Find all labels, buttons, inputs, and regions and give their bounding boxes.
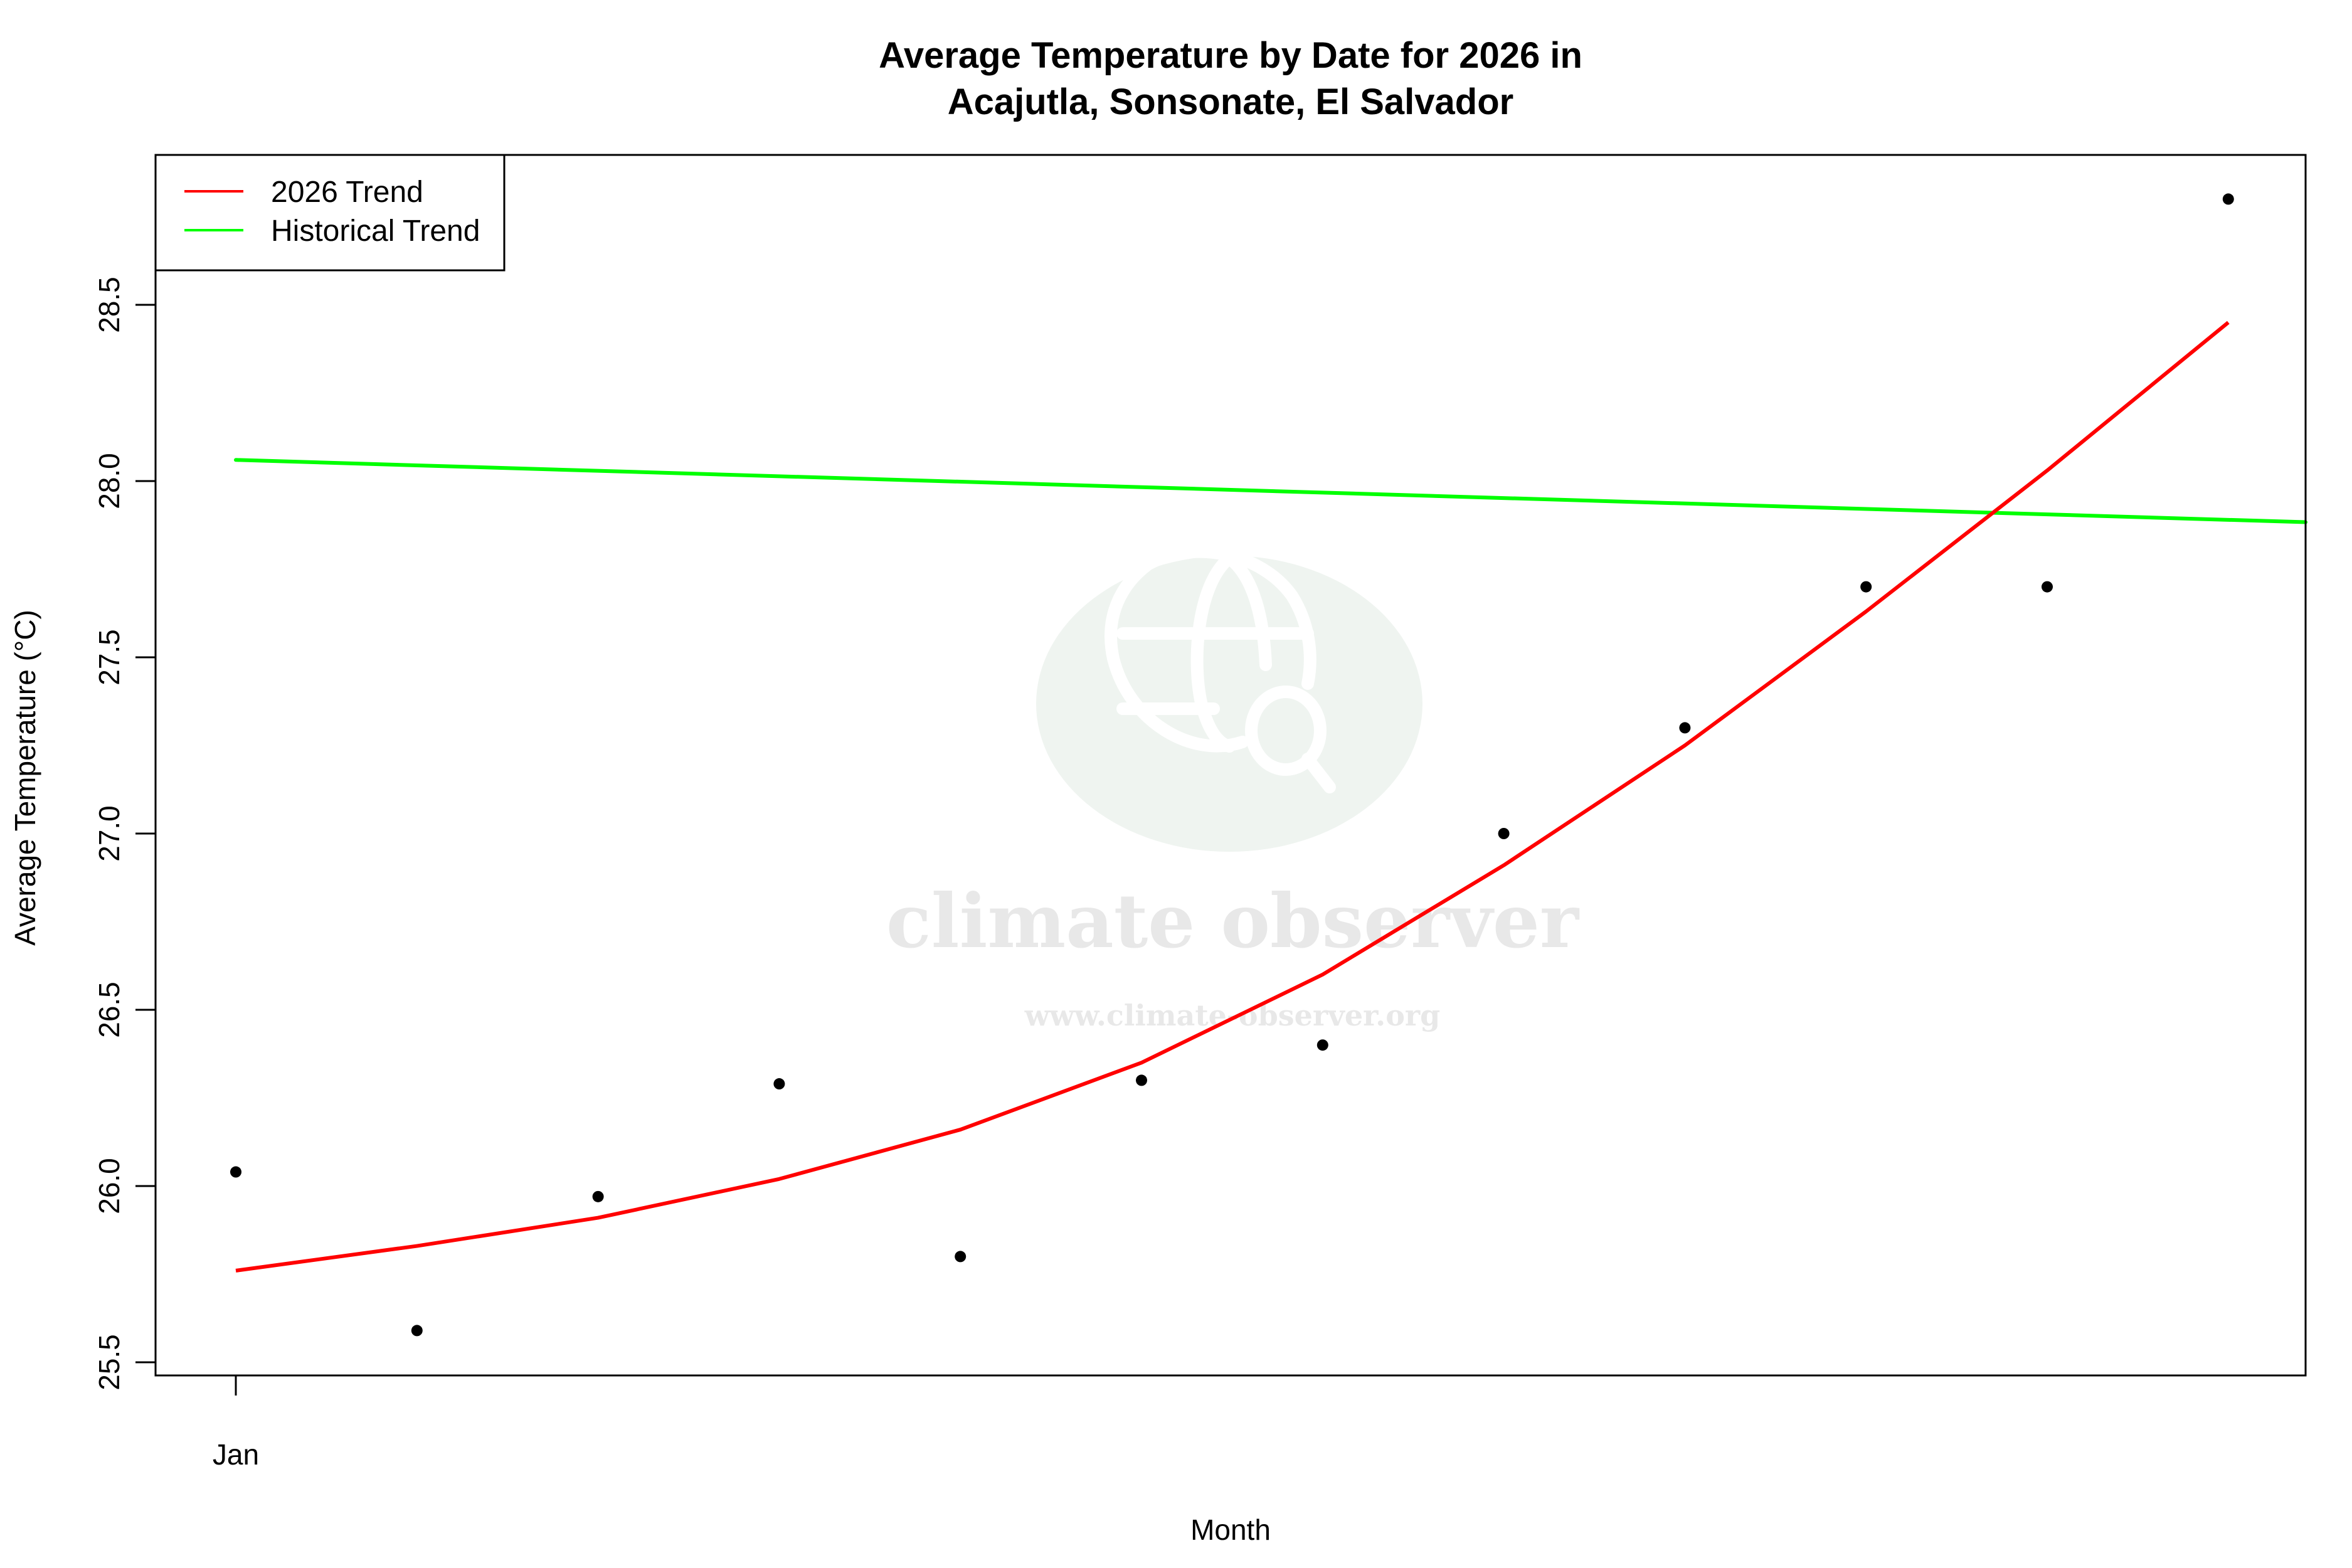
data-point-aug — [1498, 828, 1510, 839]
x-axis-label: Month — [1190, 1513, 1271, 1546]
x-axis: Jan — [213, 1375, 259, 1471]
legend: 2026 Trend Historical Trend — [154, 154, 506, 272]
data-point-sep — [1679, 722, 1691, 734]
data-point-mar — [592, 1190, 604, 1202]
data-point-apr — [773, 1078, 785, 1090]
x-tick-label-jan: Jan — [213, 1438, 259, 1471]
y-tick-label: 25.5 — [93, 1334, 125, 1391]
historical-trend-path — [234, 458, 2307, 524]
data-point-feb — [411, 1325, 423, 1337]
y-tick-label: 27.0 — [93, 805, 125, 862]
trend-2026-path — [235, 320, 2230, 1273]
watermark-circle — [1036, 556, 1422, 852]
y-tick-label: 26.0 — [93, 1158, 125, 1214]
chart-title-line-2: Acajutla, Sonsonate, El Salvador — [948, 82, 1513, 122]
data-point-nov — [2042, 581, 2053, 593]
data-point-jun — [1136, 1074, 1147, 1086]
y-tick-label: 27.5 — [93, 629, 125, 686]
data-point-dec — [2222, 193, 2234, 205]
data-point-jul — [1316, 1039, 1328, 1051]
chart-title-line-1: Average Temperature by Date for 2026 in — [879, 35, 1582, 76]
watermark-url: www.climate-observer.org — [1024, 999, 1441, 1032]
historical-trend-line — [234, 458, 2307, 524]
legend-label-2026-trend: 2026 Trend — [271, 176, 423, 209]
data-point-may — [955, 1251, 967, 1263]
globe-search-icon — [1104, 545, 1336, 793]
observation-points — [230, 193, 2234, 1337]
trend-2026-line — [235, 320, 2230, 1273]
watermark: climate observer www.climate-observer.or… — [886, 545, 1580, 1032]
data-point-oct — [1860, 581, 1872, 593]
y-tick-label: 28.0 — [93, 453, 125, 509]
y-axis: 25.5 26.0 26.5 27.0 27.5 28.0 28.5 — [93, 277, 157, 1391]
y-tick-label: 28.5 — [93, 277, 125, 333]
legend-label-historical-trend: Historical Trend — [271, 215, 480, 248]
watermark-brand: climate observer — [886, 877, 1580, 965]
y-axis-label: Average Temperature (°C) — [9, 610, 41, 946]
data-point-jan — [230, 1166, 241, 1178]
legend-box — [154, 154, 506, 272]
y-tick-label: 26.5 — [93, 982, 125, 1038]
